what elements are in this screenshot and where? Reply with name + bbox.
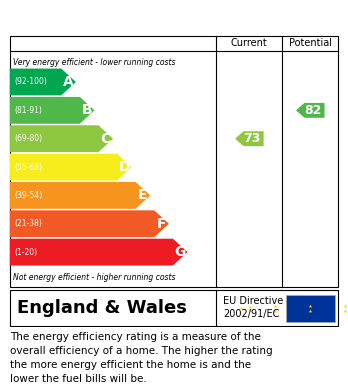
Text: Energy Efficiency Rating: Energy Efficiency Rating bbox=[10, 7, 239, 26]
Text: Very energy efficient - lower running costs: Very energy efficient - lower running co… bbox=[13, 57, 176, 66]
Text: Current: Current bbox=[231, 38, 268, 48]
Text: The energy efficiency rating is a measure of the
overall efficiency of a home. T: The energy efficiency rating is a measur… bbox=[10, 332, 272, 384]
Text: (81-91): (81-91) bbox=[14, 106, 42, 115]
Text: (69-80): (69-80) bbox=[14, 134, 42, 143]
Text: G: G bbox=[174, 245, 186, 259]
Text: F: F bbox=[157, 217, 166, 231]
Text: E: E bbox=[138, 188, 148, 203]
Text: Potential: Potential bbox=[289, 38, 332, 48]
Text: (1-20): (1-20) bbox=[14, 248, 37, 256]
Text: C: C bbox=[101, 132, 111, 146]
Text: England & Wales: England & Wales bbox=[17, 299, 187, 317]
Text: (92-100): (92-100) bbox=[14, 77, 47, 86]
Text: B: B bbox=[82, 103, 93, 117]
Polygon shape bbox=[235, 131, 264, 146]
Polygon shape bbox=[10, 154, 132, 181]
Polygon shape bbox=[10, 210, 169, 237]
Text: Not energy efficient - higher running costs: Not energy efficient - higher running co… bbox=[13, 273, 176, 282]
Text: (55-68): (55-68) bbox=[14, 163, 42, 172]
Text: 82: 82 bbox=[304, 104, 322, 117]
Polygon shape bbox=[10, 239, 188, 265]
Text: (21-38): (21-38) bbox=[14, 219, 42, 228]
Text: A: A bbox=[63, 75, 74, 89]
Polygon shape bbox=[10, 125, 113, 152]
Polygon shape bbox=[10, 68, 76, 95]
Polygon shape bbox=[10, 97, 95, 124]
Text: D: D bbox=[119, 160, 130, 174]
Polygon shape bbox=[296, 103, 324, 118]
FancyBboxPatch shape bbox=[286, 295, 335, 321]
Polygon shape bbox=[10, 182, 150, 209]
Text: EU Directive
2002/91/EC: EU Directive 2002/91/EC bbox=[223, 296, 284, 319]
Text: (39-54): (39-54) bbox=[14, 191, 42, 200]
Text: 73: 73 bbox=[244, 132, 261, 145]
